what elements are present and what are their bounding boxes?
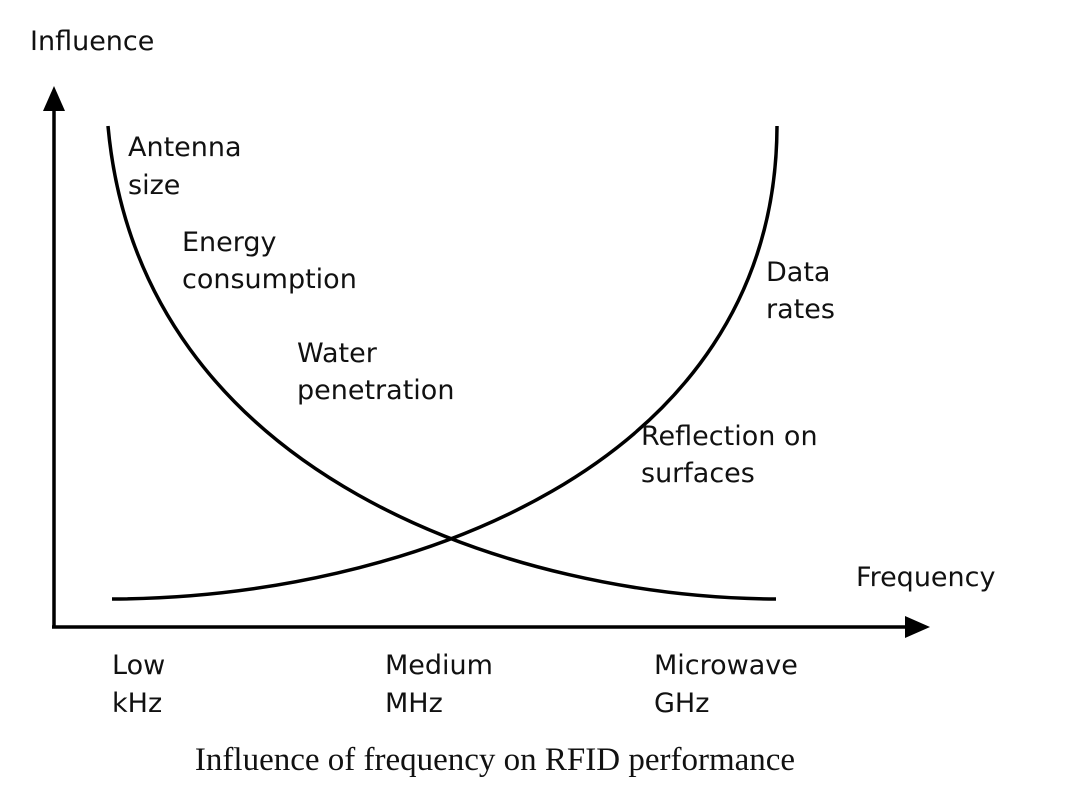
label-energy-consumption: Energy consumption — [182, 227, 357, 295]
band-medium: Medium MHz — [385, 650, 502, 719]
label-antenna-size: Antenna size — [128, 132, 250, 201]
x-axis-arrowhead — [905, 616, 930, 638]
figure-caption: Influence of frequency on RFID performan… — [195, 742, 795, 778]
label-data-rates: Data rates — [766, 257, 839, 325]
increasing-curve — [111, 125, 779, 601]
y-axis-label: Influence — [30, 26, 154, 57]
y-axis-arrowhead — [43, 86, 65, 111]
label-water-penetration: Water penetration — [297, 338, 454, 406]
band-low: Low kHz — [112, 650, 174, 719]
x-axis-label: Frequency — [856, 562, 996, 593]
band-microwave: Microwave GHz — [654, 650, 806, 719]
label-reflection-on-surfaces: Reflection on surfaces — [641, 421, 826, 489]
decreasing-curve — [106, 125, 777, 601]
